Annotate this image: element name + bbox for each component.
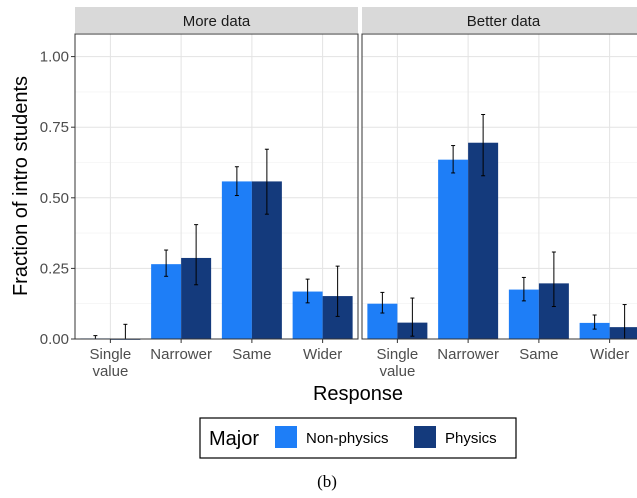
x-tick-label-line: value bbox=[379, 363, 415, 380]
legend-label-non-physics: Non-physics bbox=[306, 430, 389, 447]
x-tick-label-same: Same bbox=[519, 346, 558, 363]
x-axis-title: Response bbox=[313, 383, 403, 405]
legend-label-physics: Physics bbox=[445, 430, 497, 447]
legend-key-non-physics bbox=[275, 426, 297, 448]
panel-border-better-data bbox=[361, 33, 637, 340]
strip-better-data bbox=[362, 7, 637, 33]
y-tick-label: 0.00 bbox=[40, 331, 69, 348]
strip-more-data bbox=[75, 7, 358, 33]
x-tick-label-line: Single bbox=[90, 346, 132, 363]
legend: Major Non-physics Physics bbox=[199, 417, 517, 459]
x-tick-label-line: Same bbox=[519, 346, 558, 363]
x-tick-label-narrower: Narrower bbox=[150, 346, 212, 363]
panel-better-data: Better data Single value Narrower Same Wider bbox=[361, 7, 637, 380]
x-tick-label-line: Narrower bbox=[150, 346, 212, 363]
y-tick-label: 0.25 bbox=[40, 260, 69, 277]
bar-more-data-non-physics-same bbox=[221, 181, 252, 339]
panel-border-more-data bbox=[74, 33, 359, 340]
plot-area-better-data bbox=[362, 34, 637, 339]
bar-better-data-non-physics-narrower bbox=[438, 159, 469, 339]
x-tick-label-narrower: Narrower bbox=[437, 346, 499, 363]
bar-better-data-physics-wider bbox=[609, 327, 637, 339]
x-tick-label-single-value: Single value bbox=[377, 346, 419, 380]
x-tick-label-line: value bbox=[92, 363, 128, 380]
x-tick-label-single-value: Single value bbox=[90, 346, 132, 380]
x-tick-label-line: Narrower bbox=[437, 346, 499, 363]
x-tick-label-wider: Wider bbox=[590, 346, 629, 363]
y-tick-label: 0.75 bbox=[40, 119, 69, 136]
strip-label-better-data: Better data bbox=[467, 13, 541, 30]
strip-label-more-data: More data bbox=[183, 13, 251, 30]
legend-key-physics bbox=[414, 426, 436, 448]
y-tick-label: 0.50 bbox=[40, 190, 69, 207]
x-tick-label-wider: Wider bbox=[303, 346, 342, 363]
x-tick-label-line: Wider bbox=[303, 346, 342, 363]
y-axis-title: Fraction of intro students bbox=[10, 76, 32, 296]
plot-area-more-data bbox=[75, 34, 358, 339]
y-tick-label: 1.00 bbox=[40, 49, 69, 66]
legend-frame bbox=[199, 417, 517, 459]
legend-title: Major bbox=[209, 428, 259, 450]
x-tick-label-line: Wider bbox=[590, 346, 629, 363]
panel-more-data: More data Single value Narrower Same Wider bbox=[74, 7, 359, 380]
y-axis: 0.00 0.25 0.50 0.75 1.00 bbox=[40, 49, 75, 348]
bar-better-data-non-physics-wider bbox=[579, 322, 610, 339]
figure-caption: (b) bbox=[317, 472, 337, 491]
x-tick-label-line: Same bbox=[232, 346, 271, 363]
x-tick-label-line: Single bbox=[377, 346, 419, 363]
x-tick-label-same: Same bbox=[232, 346, 271, 363]
